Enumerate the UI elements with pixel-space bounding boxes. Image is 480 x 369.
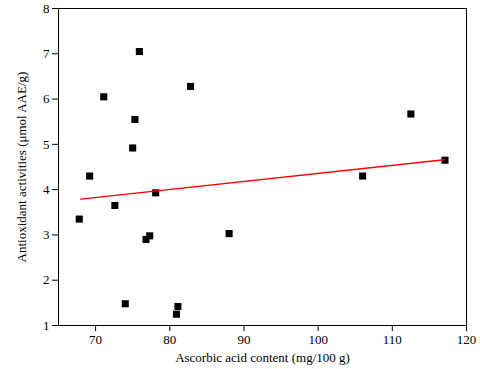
- svg-text:90: 90: [237, 332, 250, 347]
- svg-text:3: 3: [43, 227, 50, 242]
- svg-text:Antioxidant activities (μmol A: Antioxidant activities (μmol AAE/g): [14, 72, 29, 263]
- svg-text:5: 5: [43, 137, 50, 152]
- svg-text:70: 70: [89, 332, 102, 347]
- svg-text:6: 6: [43, 91, 50, 106]
- svg-text:1: 1: [43, 318, 50, 333]
- svg-text:110: 110: [383, 332, 402, 347]
- svg-text:100: 100: [308, 332, 328, 347]
- svg-text:120: 120: [457, 332, 477, 347]
- svg-text:80: 80: [163, 332, 176, 347]
- svg-text:8: 8: [43, 1, 50, 16]
- svg-text:7: 7: [43, 46, 50, 61]
- svg-text:Ascorbic acid content (mg/100: Ascorbic acid content (mg/100 g): [175, 350, 350, 365]
- svg-text:4: 4: [43, 182, 50, 197]
- svg-text:2: 2: [43, 272, 50, 287]
